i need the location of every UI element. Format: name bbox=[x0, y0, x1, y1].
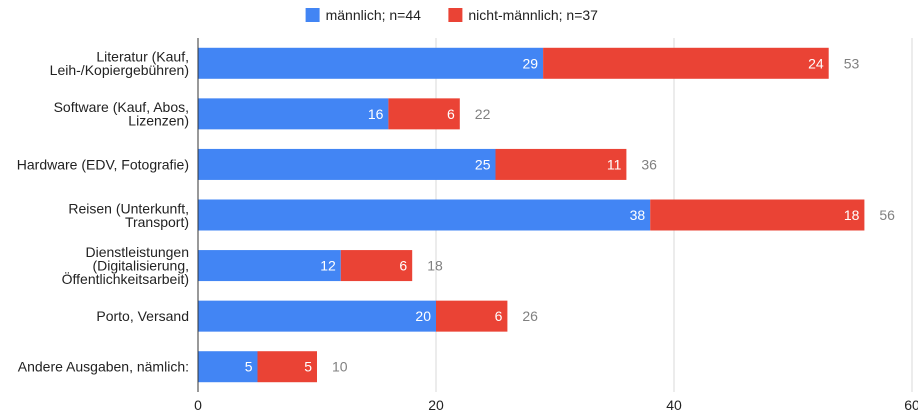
bar-segment bbox=[257, 351, 317, 383]
legend: männlich; n=44 nicht-männlich; n=37 bbox=[305, 7, 598, 23]
category-label: Literatur (Kauf, bbox=[96, 49, 189, 65]
data-label: 29 bbox=[523, 55, 539, 71]
bar-segment bbox=[198, 300, 436, 332]
x-tick-label: 20 bbox=[428, 397, 444, 410]
total-label: 10 bbox=[332, 359, 348, 375]
data-label: 5 bbox=[304, 359, 312, 375]
bar-segment bbox=[198, 47, 544, 79]
legend-label: nicht-männlich; n=37 bbox=[468, 7, 598, 23]
bar-segment bbox=[340, 250, 413, 282]
total-label: 26 bbox=[522, 308, 538, 324]
category-label: Andere Ausgaben, nämlich: bbox=[18, 359, 189, 375]
category-label: Transport) bbox=[125, 214, 189, 230]
legend-swatch bbox=[305, 8, 320, 22]
data-label: 6 bbox=[495, 308, 503, 324]
x-tick-label: 40 bbox=[666, 397, 682, 410]
category-label: Öffentlichkeitsarbeit) bbox=[62, 270, 189, 287]
category-label: Reisen (Unterkunft, bbox=[68, 200, 189, 216]
bar-segment bbox=[198, 199, 651, 231]
category-label: (Digitalisierung, bbox=[93, 258, 189, 274]
data-label: 6 bbox=[447, 106, 455, 122]
category-label: Hardware (EDV, Fotografie) bbox=[17, 156, 189, 172]
bar-segment bbox=[198, 351, 258, 383]
data-label: 11 bbox=[607, 156, 622, 172]
bar-segment bbox=[198, 250, 341, 282]
data-label: 20 bbox=[415, 308, 431, 324]
bar-segment bbox=[650, 199, 865, 231]
bar-segment bbox=[436, 300, 508, 332]
data-label: 5 bbox=[245, 359, 253, 375]
legend-label: männlich; n=44 bbox=[326, 7, 422, 23]
data-label: 24 bbox=[808, 55, 824, 71]
data-label: 25 bbox=[475, 156, 491, 172]
x-axis-ticks: 0 20 40 60 bbox=[194, 397, 918, 413]
category-label: Software (Kauf, Abos, bbox=[54, 99, 189, 115]
x-tick-label: 0 bbox=[194, 397, 202, 410]
data-label: 12 bbox=[320, 258, 336, 274]
bar-segment bbox=[198, 148, 496, 180]
bar-segment bbox=[198, 98, 389, 130]
legend-swatch bbox=[448, 8, 463, 22]
total-label: 56 bbox=[879, 207, 895, 223]
bar-segment bbox=[388, 98, 460, 130]
total-label: 22 bbox=[475, 106, 491, 122]
total-label: 18 bbox=[427, 258, 443, 274]
data-label: 6 bbox=[399, 258, 407, 274]
bars: 29 24 53 16 6 22 25 11 36 38 18 56 12 6 18 20 6 26 5 5 10 bbox=[198, 47, 895, 383]
bar-segment bbox=[543, 47, 829, 79]
bar-segment bbox=[495, 148, 627, 180]
category-labels: Literatur (Kauf,Leih-/Kopiergebühren) Sof… bbox=[17, 49, 189, 375]
category-label: Porto, Versand bbox=[96, 308, 189, 324]
total-label: 53 bbox=[844, 55, 860, 71]
data-label: 18 bbox=[844, 207, 860, 223]
category-label: Dienstleistungen bbox=[85, 244, 189, 260]
data-label: 16 bbox=[368, 106, 384, 122]
total-label: 36 bbox=[641, 156, 657, 172]
x-tick-label: 60 bbox=[904, 397, 918, 410]
category-label: Lizenzen) bbox=[128, 113, 189, 129]
category-label: Leih-/Kopiergebühren) bbox=[50, 62, 189, 78]
data-label: 38 bbox=[630, 207, 646, 223]
